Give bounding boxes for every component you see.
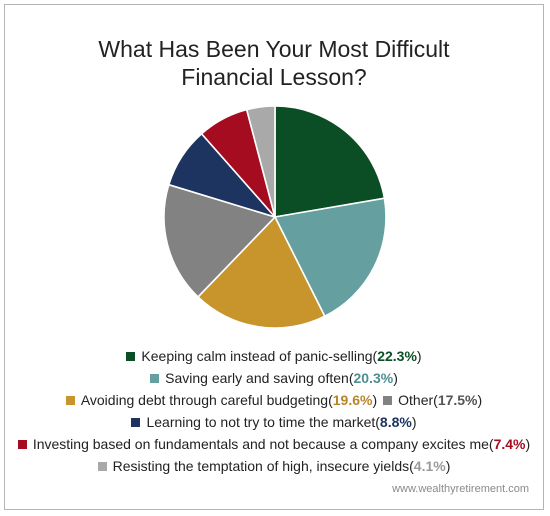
legend-label-6: Resisting the temptation of high, insecu… [112,458,410,474]
legend-paren-open: ( [433,392,438,408]
legend-paren-open: ( [409,458,414,474]
legend-paren-close: ) [445,458,451,474]
pie-slice-3 [163,183,276,298]
legend-value-0: 22.3% [377,348,417,364]
legend-label-2: Avoiding debt through careful budgeting [80,392,329,408]
legend-value-4: 8.8% [379,414,412,430]
legend-paren-close: ) [393,370,398,386]
pie-slice-1 [274,197,387,318]
legend-swatch-0 [126,351,136,361]
legend-swatch-4 [131,417,141,427]
pie-slice-6 [245,105,276,218]
pie-chart [163,105,387,329]
chart-frame: What Has Been Your Most Difficult Financ… [4,4,544,510]
legend-row: Learning to not try to time the market (… [5,411,543,433]
pie-slice-2 [197,216,326,329]
legend-row: Investing based on fundamentals and not … [5,433,543,455]
legend-swatch-5 [17,439,27,449]
legend-row: Resisting the temptation of high, insecu… [5,455,543,477]
legend-paren-open: ( [372,348,378,364]
legend-item-0: Keeping calm instead of panic-selling (2… [126,348,422,364]
legend-label-0: Keeping calm instead of panic-selling [141,348,373,364]
legend-swatch-2 [65,395,75,405]
legend-label-1: Saving early and saving often [165,370,349,386]
legend-row: Avoiding debt through careful budgeting … [5,389,543,411]
legend-item-5: Investing based on fundamentals and not … [17,436,531,452]
legend-row: Saving early and saving often (20.3%) [5,367,543,389]
legend-swatch-6 [97,461,107,471]
legend-paren-close: ) [416,348,422,364]
legend-item-1: Saving early and saving often (20.3%) [150,370,398,386]
legend-value-3: 17.5% [437,392,478,408]
legend-item-3: Other (17.5%) [383,392,482,408]
watermark: www.wealthyretirement.com [392,483,529,495]
legend-paren-close: ) [411,414,417,430]
legend-item-2: Avoiding debt through careful budgeting … [65,392,378,408]
legend-swatch-1 [150,373,160,383]
legend-row: Keeping calm instead of panic-selling (2… [5,345,543,367]
legend-paren-open: ( [348,370,354,386]
legend-value-2: 19.6% [332,392,373,408]
legend-value-5: 7.4% [493,436,526,452]
pie-slice-0 [274,105,386,218]
legend-paren-close: ) [477,392,483,408]
legend-paren-close: ) [372,392,378,408]
chart-title-line-2: Financial Lesson? [181,64,367,90]
legend-paren-close: ) [525,436,531,452]
legend-value-6: 4.1% [413,458,446,474]
legend: Keeping calm instead of panic-selling (2… [5,345,543,477]
legend-item-4: Learning to not try to time the market (… [131,414,417,430]
legend-paren-open: ( [488,436,494,452]
legend-label-5: Investing based on fundamentals and not … [32,436,489,452]
legend-item-6: Resisting the temptation of high, insecu… [97,458,451,474]
legend-value-1: 20.3% [353,370,394,386]
legend-label-3: Other [398,392,434,408]
legend-paren-open: ( [375,414,380,430]
chart-title-line-1: What Has Been Your Most Difficult [98,36,450,62]
chart-title: What Has Been Your Most Difficult Financ… [5,35,543,91]
legend-swatch-3 [383,395,393,405]
legend-paren-open: ( [328,392,333,408]
legend-label-4: Learning to not try to time the market [146,414,376,430]
